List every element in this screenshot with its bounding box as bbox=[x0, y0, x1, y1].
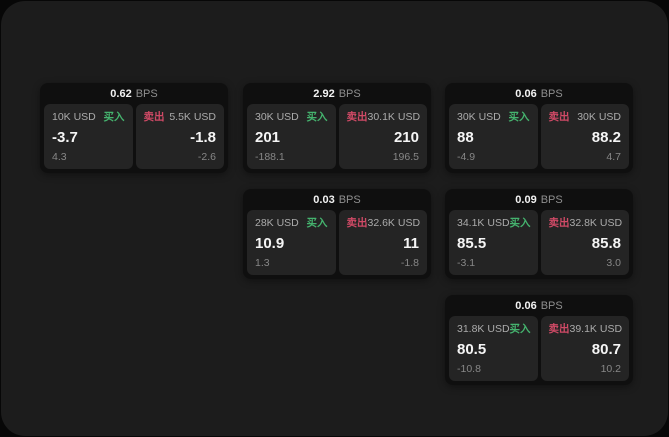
card-body: 30K USD 买入 201 -188.1 卖出 30.1K USD 210 1… bbox=[247, 104, 427, 169]
sell-label: 卖出 bbox=[548, 323, 570, 335]
card-body: 10K USD 买入 -3.7 4.3 卖出 5.5K USD -1.8 -2.… bbox=[44, 104, 224, 169]
sell-amount: 30K USD bbox=[577, 111, 621, 123]
quote-card: 0.62 BPS 10K USD 买入 -3.7 4.3 卖出 5.5K USD… bbox=[40, 83, 228, 173]
buy-amount: 31.8K USD bbox=[457, 323, 510, 335]
sell-sub-value: 4.7 bbox=[606, 151, 621, 163]
sell-amount: 39.1K USD bbox=[569, 323, 623, 335]
buy-amount: 34.1K USD bbox=[457, 217, 510, 229]
buy-amount: 30K USD bbox=[255, 111, 299, 123]
sell-value: 11 bbox=[403, 234, 419, 252]
sell-label: 卖出 bbox=[346, 111, 368, 123]
buy-label: 买入 bbox=[509, 323, 531, 335]
buy-sub-value: 1.3 bbox=[255, 257, 270, 269]
bps-value: 0.06 bbox=[515, 299, 537, 312]
bps-unit-label: BPS bbox=[540, 193, 563, 206]
bps-unit-label: BPS bbox=[338, 193, 361, 206]
sell-label: 卖出 bbox=[548, 217, 570, 229]
buy-label: 买入 bbox=[306, 111, 328, 123]
buy-label: 买入 bbox=[306, 217, 328, 229]
quote-card: 2.92 BPS 30K USD 买入 201 -188.1 卖出 30.1K … bbox=[243, 83, 431, 173]
quote-card: 0.03 BPS 28K USD 买入 10.9 1.3 卖出 32.6K US… bbox=[243, 189, 431, 279]
buy-label: 买入 bbox=[509, 217, 531, 229]
sell-value: 85.8 bbox=[591, 234, 621, 252]
sell-sub-value: 196.5 bbox=[392, 151, 419, 163]
sell-value: 210 bbox=[393, 128, 419, 146]
sell-value: -1.8 bbox=[190, 128, 216, 146]
buy-value: 10.9 bbox=[255, 234, 285, 252]
bps-unit-label: BPS bbox=[540, 299, 563, 312]
bps-unit-label: BPS bbox=[135, 87, 158, 100]
buy-value: 80.5 bbox=[457, 340, 487, 358]
sell-panel[interactable]: 卖出 39.1K USD 80.7 10.2 bbox=[540, 316, 629, 381]
sell-sub-value: -2.6 bbox=[197, 151, 216, 163]
sell-amount: 30.1K USD bbox=[367, 111, 421, 123]
card-header: 0.06 BPS bbox=[445, 83, 633, 104]
sell-panel[interactable]: 卖出 32.6K USD 11 -1.8 bbox=[338, 210, 427, 275]
bps-value: 0.62 bbox=[110, 87, 132, 100]
sell-amount: 5.5K USD bbox=[169, 111, 216, 123]
quote-card: 0.06 BPS 31.8K USD 买入 80.5 -10.8 卖出 39.1… bbox=[445, 295, 633, 385]
sell-sub-value: 10.2 bbox=[600, 363, 621, 375]
buy-amount: 30K USD bbox=[457, 111, 501, 123]
quote-card: 0.06 BPS 30K USD 买入 88 -4.9 卖出 30K USD 8… bbox=[445, 83, 633, 173]
sell-label: 卖出 bbox=[346, 217, 368, 229]
card-body: 31.8K USD 买入 80.5 -10.8 卖出 39.1K USD 80.… bbox=[449, 316, 629, 381]
card-header: 0.06 BPS bbox=[445, 295, 633, 316]
buy-amount: 10K USD bbox=[52, 111, 96, 123]
bps-value: 0.03 bbox=[313, 193, 335, 206]
buy-panel[interactable]: 30K USD 买入 201 -188.1 bbox=[247, 104, 336, 169]
card-header: 2.92 BPS bbox=[243, 83, 431, 104]
buy-sub-value: 4.3 bbox=[52, 151, 67, 163]
card-header: 0.09 BPS bbox=[445, 189, 633, 210]
bps-unit-label: BPS bbox=[338, 87, 361, 100]
sell-value: 80.7 bbox=[591, 340, 621, 358]
buy-panel[interactable]: 28K USD 买入 10.9 1.3 bbox=[247, 210, 336, 275]
buy-sub-value: -3.1 bbox=[457, 257, 476, 269]
sell-panel[interactable]: 卖出 5.5K USD -1.8 -2.6 bbox=[135, 104, 224, 169]
card-body: 30K USD 买入 88 -4.9 卖出 30K USD 88.2 4.7 bbox=[449, 104, 629, 169]
card-header: 0.03 BPS bbox=[243, 189, 431, 210]
buy-value: -3.7 bbox=[52, 128, 78, 146]
buy-panel[interactable]: 10K USD 买入 -3.7 4.3 bbox=[44, 104, 133, 169]
quote-card: 0.09 BPS 34.1K USD 买入 85.5 -3.1 卖出 32.8K… bbox=[445, 189, 633, 279]
bps-value: 2.92 bbox=[313, 87, 335, 100]
buy-value: 201 bbox=[255, 128, 281, 146]
sell-value: 88.2 bbox=[591, 128, 621, 146]
sell-panel[interactable]: 卖出 32.8K USD 85.8 3.0 bbox=[540, 210, 629, 275]
bps-value: 0.09 bbox=[515, 193, 537, 206]
sell-label: 卖出 bbox=[143, 111, 165, 123]
bps-unit-label: BPS bbox=[540, 87, 563, 100]
card-header: 0.62 BPS bbox=[40, 83, 228, 104]
buy-amount: 28K USD bbox=[255, 217, 299, 229]
buy-sub-value: -4.9 bbox=[457, 151, 476, 163]
sell-amount: 32.6K USD bbox=[367, 217, 421, 229]
buy-sub-value: -10.8 bbox=[457, 363, 481, 375]
buy-panel[interactable]: 30K USD 买入 88 -4.9 bbox=[449, 104, 538, 169]
buy-label: 买入 bbox=[508, 111, 530, 123]
sell-sub-value: 3.0 bbox=[606, 257, 621, 269]
card-body: 34.1K USD 买入 85.5 -3.1 卖出 32.8K USD 85.8… bbox=[449, 210, 629, 275]
buy-panel[interactable]: 31.8K USD 买入 80.5 -10.8 bbox=[449, 316, 538, 381]
card-body: 28K USD 买入 10.9 1.3 卖出 32.6K USD 11 -1.8 bbox=[247, 210, 427, 275]
buy-value: 85.5 bbox=[457, 234, 487, 252]
sell-panel[interactable]: 卖出 30.1K USD 210 196.5 bbox=[338, 104, 427, 169]
buy-value: 88 bbox=[457, 128, 474, 146]
buy-label: 买入 bbox=[103, 111, 125, 123]
bps-value: 0.06 bbox=[515, 87, 537, 100]
sell-sub-value: -1.8 bbox=[400, 257, 419, 269]
buy-panel[interactable]: 34.1K USD 买入 85.5 -3.1 bbox=[449, 210, 538, 275]
sell-label: 卖出 bbox=[548, 111, 570, 123]
buy-sub-value: -188.1 bbox=[255, 151, 285, 163]
sell-panel[interactable]: 卖出 30K USD 88.2 4.7 bbox=[540, 104, 629, 169]
sell-amount: 32.8K USD bbox=[569, 217, 623, 229]
